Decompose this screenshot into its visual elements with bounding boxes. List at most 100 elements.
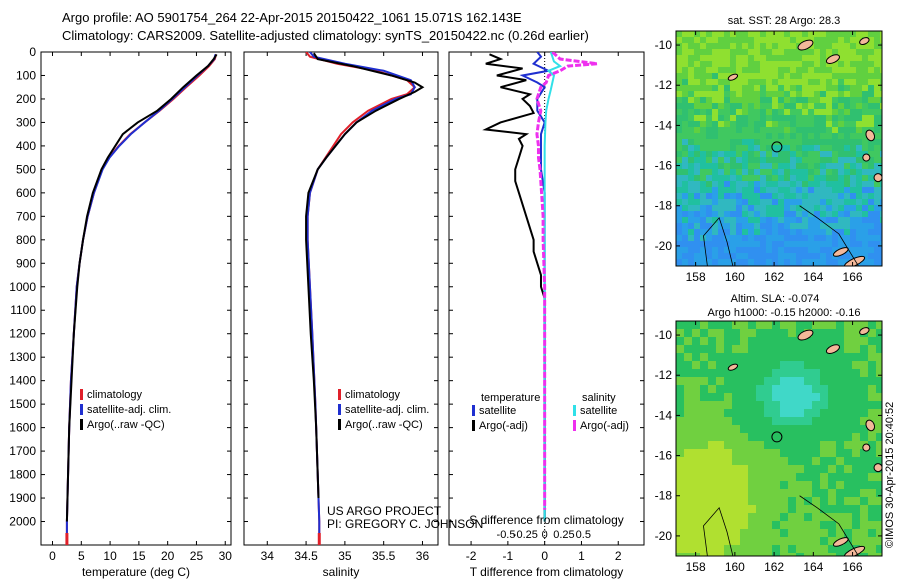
map-cell <box>748 345 757 354</box>
map-cell <box>760 49 767 56</box>
map-cell <box>700 329 709 338</box>
map-cell <box>712 85 719 92</box>
map-cell <box>708 553 717 556</box>
map-cell <box>868 79 875 86</box>
y-tick-label: 500 <box>16 162 36 176</box>
map-cell <box>754 127 761 134</box>
map-cell <box>724 369 733 378</box>
map-cell <box>706 133 713 140</box>
map-cell <box>836 473 845 482</box>
map-cell <box>778 151 785 158</box>
map-cell <box>760 223 767 230</box>
map-y-tick-label: -12 <box>655 78 673 92</box>
pi-credit: PI: GREGORY C. JOHNSON <box>327 517 483 531</box>
map-cell <box>676 369 685 378</box>
map-cell <box>688 175 695 182</box>
map-cell <box>844 505 853 514</box>
map-cell <box>736 259 743 266</box>
map-cell <box>736 31 743 38</box>
map-cell <box>700 253 707 260</box>
map-cell <box>682 247 689 254</box>
map-cell <box>820 393 829 402</box>
map-cell <box>742 157 749 164</box>
map-cell <box>868 545 877 554</box>
map-cell <box>724 401 733 410</box>
map-cell <box>748 139 755 146</box>
map-cell <box>736 121 743 128</box>
map-cell <box>780 345 789 354</box>
map-cell <box>804 553 813 556</box>
map-cell <box>736 61 743 68</box>
map-cell <box>692 345 701 354</box>
map-cell <box>844 79 851 86</box>
map-cell <box>682 31 689 38</box>
sla-map-frame <box>675 320 883 557</box>
map-cell <box>784 253 791 260</box>
map-cell <box>676 393 685 402</box>
map-cell <box>880 61 882 68</box>
map-cell <box>772 253 779 260</box>
map-cell <box>706 229 713 236</box>
map-cell <box>772 55 779 62</box>
map-cell <box>718 121 725 128</box>
map-cell <box>808 133 815 140</box>
map-cell <box>676 31 683 38</box>
map-cell <box>706 163 713 170</box>
map-cell <box>828 521 837 530</box>
map-cell <box>828 393 837 402</box>
y-tick-label: 700 <box>16 209 36 223</box>
legend-label: climatology <box>345 389 401 401</box>
map-cell <box>874 241 881 248</box>
map-cell <box>856 61 863 68</box>
map-cell <box>760 247 767 254</box>
map-cell <box>718 151 725 158</box>
map-cell <box>694 115 701 122</box>
map-cell <box>862 73 869 80</box>
map-cell <box>790 163 797 170</box>
map-cell <box>692 417 701 426</box>
map-cell <box>692 465 701 474</box>
map-cell <box>756 385 765 394</box>
map-cell <box>718 73 725 80</box>
map-cell <box>808 235 815 242</box>
map-cell <box>862 163 869 170</box>
map-cell <box>828 505 837 514</box>
map-cell <box>862 91 869 98</box>
map-cell <box>844 345 853 354</box>
map-cell <box>880 121 882 128</box>
map-cell <box>694 199 701 206</box>
map-cell <box>868 433 877 442</box>
map-cell <box>784 217 791 224</box>
map-cell <box>742 97 749 104</box>
map-cell <box>820 465 829 474</box>
legend-label: Argo(-adj) <box>580 420 629 432</box>
map-cell <box>754 145 761 152</box>
map-cell <box>708 385 717 394</box>
map-cell <box>852 329 861 338</box>
map-cell <box>760 55 767 62</box>
map-cell <box>808 61 815 68</box>
map-cell <box>724 529 733 538</box>
map-cell <box>688 223 695 230</box>
map-cell <box>856 73 863 80</box>
map-cell <box>760 163 767 170</box>
map-cell <box>764 521 773 530</box>
map-cell <box>748 115 755 122</box>
sla-map-title: Altim. SLA: -0.074 <box>731 293 820 305</box>
map-cell <box>820 37 827 44</box>
map-cell <box>852 473 861 482</box>
map-cell <box>838 31 845 38</box>
map-cell <box>784 235 791 242</box>
map-cell <box>844 537 853 546</box>
map-y-tick-label: -10 <box>655 328 673 342</box>
map-cell <box>754 169 761 176</box>
map-cell <box>732 441 741 450</box>
map-cell <box>780 521 789 530</box>
map-cell <box>766 127 773 134</box>
map-cell <box>766 157 773 164</box>
map-cell <box>730 91 737 98</box>
map-cell <box>682 169 689 176</box>
map-cell <box>880 241 882 248</box>
map-cell <box>724 425 733 434</box>
salinity-profile-frame <box>243 51 439 546</box>
